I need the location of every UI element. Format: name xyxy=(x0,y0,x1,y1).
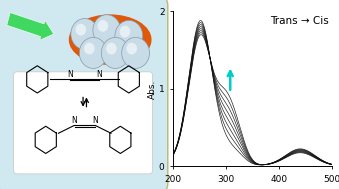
Circle shape xyxy=(122,37,149,68)
Circle shape xyxy=(93,15,121,46)
Circle shape xyxy=(79,37,107,68)
Circle shape xyxy=(98,20,108,32)
Y-axis label: Abs.: Abs. xyxy=(148,79,157,98)
Text: Trans → Cis: Trans → Cis xyxy=(270,16,329,26)
FancyBboxPatch shape xyxy=(14,72,153,174)
Text: N: N xyxy=(67,70,73,79)
FancyBboxPatch shape xyxy=(0,0,168,189)
Circle shape xyxy=(76,24,86,36)
Text: N: N xyxy=(96,70,102,79)
Circle shape xyxy=(101,37,129,68)
Circle shape xyxy=(115,20,143,51)
FancyArrow shape xyxy=(7,12,54,40)
Text: N: N xyxy=(72,116,77,125)
Text: N: N xyxy=(92,116,98,125)
Circle shape xyxy=(71,19,99,50)
Circle shape xyxy=(84,43,95,54)
Circle shape xyxy=(126,43,137,54)
Ellipse shape xyxy=(69,15,151,64)
Circle shape xyxy=(106,43,117,54)
Circle shape xyxy=(120,26,130,37)
